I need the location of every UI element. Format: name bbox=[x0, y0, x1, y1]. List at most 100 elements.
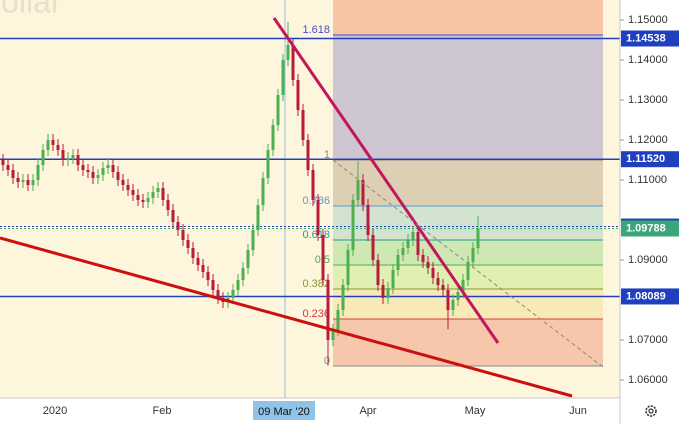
fib-level-label: 1 bbox=[324, 149, 330, 161]
crosshair-badge bbox=[253, 401, 315, 420]
candle-body bbox=[356, 180, 360, 200]
price-badge bbox=[621, 151, 679, 168]
candle-body bbox=[281, 60, 285, 95]
candle-body bbox=[141, 200, 145, 202]
candle-body bbox=[151, 192, 155, 198]
candle-body bbox=[146, 198, 150, 202]
candle-body bbox=[31, 180, 35, 185]
price-badge bbox=[621, 220, 679, 237]
candle-body bbox=[161, 188, 165, 200]
x-tick-label: 2020 bbox=[43, 405, 67, 417]
candle-body bbox=[81, 165, 85, 170]
candle-body bbox=[91, 172, 95, 178]
candle-body bbox=[261, 178, 265, 205]
candle-body bbox=[431, 268, 435, 278]
y-tick-label: 1.06000 bbox=[628, 374, 668, 386]
fib-band bbox=[333, 35, 603, 160]
candle-body bbox=[436, 278, 440, 285]
candle-body bbox=[191, 248, 195, 258]
candle-body bbox=[66, 158, 70, 160]
candle-body bbox=[256, 205, 260, 230]
trend-line bbox=[332, 159, 604, 368]
price-badge-label: 1.11520 bbox=[626, 153, 665, 165]
x-axis-background bbox=[0, 398, 680, 424]
candle-body bbox=[346, 250, 350, 285]
candle-body bbox=[336, 310, 340, 330]
settings-icon-ring bbox=[645, 405, 657, 417]
settings-icon[interactable] bbox=[645, 405, 657, 417]
candle-body bbox=[276, 95, 280, 125]
candle-body bbox=[326, 280, 330, 340]
candle-body bbox=[181, 230, 185, 240]
candle-body bbox=[166, 200, 170, 210]
candle-body bbox=[396, 255, 400, 270]
fib-level-label: 0 bbox=[324, 355, 330, 367]
candle-body bbox=[426, 262, 430, 268]
candle-body bbox=[456, 292, 460, 300]
candle-body bbox=[86, 170, 90, 172]
candle-body bbox=[61, 150, 65, 160]
candle-body bbox=[246, 250, 250, 268]
candle-body bbox=[306, 140, 310, 170]
settings-icon-hub bbox=[648, 408, 654, 414]
fib-level-label: 0.618 bbox=[302, 229, 330, 241]
candle-body bbox=[106, 165, 110, 168]
fib-level-label: 0.382 bbox=[302, 278, 330, 290]
y-tick-label: 1.12000 bbox=[628, 134, 668, 146]
candle-body bbox=[391, 270, 395, 288]
candle-body bbox=[371, 235, 375, 260]
price-badge-label: 1.14538 bbox=[626, 32, 666, 44]
candle-body bbox=[301, 110, 305, 140]
candle-body bbox=[251, 230, 255, 250]
fib-level-label: 0.236 bbox=[302, 308, 330, 320]
x-tick-label: May bbox=[465, 405, 486, 417]
x-tick-label: Feb bbox=[153, 405, 172, 417]
candle-body bbox=[366, 205, 370, 235]
candle-body bbox=[241, 268, 245, 280]
candle-body bbox=[96, 175, 100, 178]
candle-body bbox=[11, 170, 15, 178]
price-badge-label: 1.09788 bbox=[626, 222, 666, 234]
candle-body bbox=[6, 165, 10, 170]
candle-body bbox=[441, 285, 445, 290]
price-badge bbox=[621, 288, 679, 305]
candle-body bbox=[291, 45, 295, 80]
candle-body bbox=[196, 258, 200, 265]
candle-body bbox=[121, 180, 125, 185]
fib-band bbox=[333, 160, 603, 206]
candle-body bbox=[351, 200, 355, 250]
candle-body bbox=[101, 168, 105, 175]
y-tick-label: 1.13000 bbox=[628, 94, 668, 106]
fib-level-label: 0.786 bbox=[302, 195, 330, 207]
fib-top-band bbox=[333, 0, 603, 35]
candle-body bbox=[116, 172, 120, 180]
candle-body bbox=[341, 285, 345, 310]
candle-body bbox=[401, 248, 405, 255]
candle-body bbox=[331, 330, 335, 340]
y-axis-background bbox=[620, 0, 680, 424]
candle-body bbox=[296, 80, 300, 110]
candle-body bbox=[361, 180, 365, 205]
crosshair-badge-label: 09 Mar '20 bbox=[258, 406, 310, 418]
y-tick-label: 1.07000 bbox=[628, 334, 668, 346]
candle-body bbox=[26, 180, 30, 185]
candle-body bbox=[236, 280, 240, 290]
watermark: Dollar bbox=[0, 0, 62, 19]
candle-body bbox=[41, 150, 45, 165]
candle-body bbox=[126, 185, 130, 190]
candle-body bbox=[231, 290, 235, 298]
candle-body bbox=[466, 262, 470, 280]
candle-body bbox=[211, 280, 215, 290]
y-tick-label: 1.14000 bbox=[628, 54, 668, 66]
candle-body bbox=[201, 265, 205, 272]
candle-body bbox=[271, 125, 275, 150]
candle-body bbox=[56, 145, 60, 150]
candle-body bbox=[16, 178, 20, 182]
candle-body bbox=[476, 228, 480, 248]
y-tick-label: 1.15000 bbox=[628, 14, 668, 26]
candle-body bbox=[136, 195, 140, 200]
candle-body bbox=[386, 288, 390, 298]
y-tick-label: 1.11000 bbox=[628, 174, 667, 186]
candle-body bbox=[36, 165, 40, 180]
